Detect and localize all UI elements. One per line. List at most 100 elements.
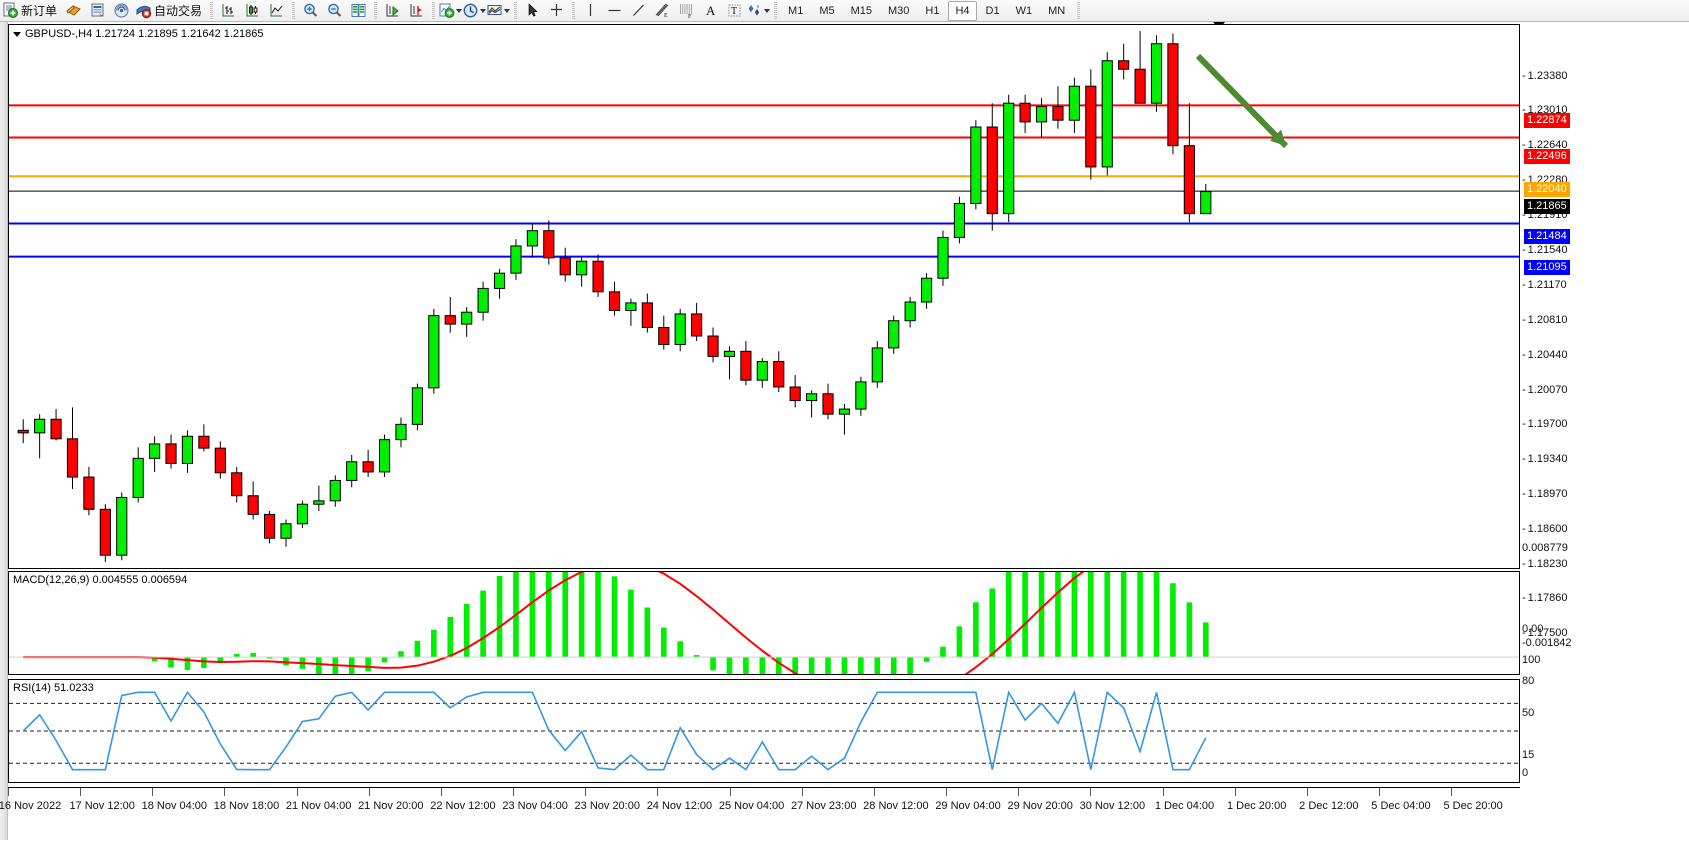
fibonacci-button[interactable]: F bbox=[674, 1, 698, 21]
rsi-tick: 15 bbox=[1522, 749, 1535, 761]
macd-top-label: 0.008779 bbox=[1522, 542, 1568, 554]
period-button[interactable] bbox=[462, 1, 487, 21]
main-toolbar: 新订单 自动交易 bbox=[0, 0, 1689, 22]
time-separator bbox=[873, 788, 875, 796]
horizontal-line-button[interactable] bbox=[602, 1, 626, 21]
timeframe-m1[interactable]: M1 bbox=[788, 4, 804, 17]
crosshair-button[interactable] bbox=[544, 1, 568, 21]
price-tick: -1.17500 bbox=[1522, 627, 1568, 639]
price-level-support-1[interactable]: 1.21484 bbox=[1524, 229, 1570, 244]
auto-scroll-button[interactable] bbox=[380, 1, 404, 21]
time-tick: 16 Nov 2022 bbox=[0, 800, 62, 812]
price-tick: -1.18970 bbox=[1522, 488, 1568, 500]
price-level-resistance-1[interactable]: 1.22874 bbox=[1524, 113, 1570, 128]
line-chart-button[interactable] bbox=[264, 1, 288, 21]
time-tick: 21 Nov 20:00 bbox=[358, 800, 424, 812]
chevron-down-icon[interactable] bbox=[480, 8, 487, 13]
chart-scrollbar[interactable] bbox=[0, 22, 8, 840]
price-tick: -1.22640 bbox=[1522, 139, 1568, 151]
autotrading-button[interactable]: 自动交易 bbox=[133, 1, 206, 21]
timeframe-group: M1 M5 M15 M30 H1 H4 D1 W1 MN bbox=[780, 0, 1073, 21]
text-button[interactable]: A bbox=[698, 1, 722, 21]
add-indicator-button[interactable] bbox=[438, 1, 463, 21]
rsi-label: RSI(14) 51.0233 bbox=[13, 682, 94, 694]
chevron-down-icon[interactable] bbox=[504, 8, 511, 13]
vertical-line-icon bbox=[589, 4, 591, 16]
vertical-line-button[interactable] bbox=[578, 1, 602, 21]
crosshair-icon bbox=[550, 4, 562, 16]
toolbar-separator-8 bbox=[1076, 1, 1081, 20]
time-separator bbox=[1306, 788, 1308, 796]
rsi-panel[interactable]: RSI(14) 51.0233 bbox=[8, 679, 1520, 783]
chevron-down-icon[interactable] bbox=[456, 8, 463, 13]
timeframe-m15[interactable]: M15 bbox=[850, 4, 872, 17]
price-level-pivot[interactable]: 1.22040 bbox=[1524, 182, 1570, 197]
time-tick: 21 Nov 04:00 bbox=[285, 800, 352, 812]
chart-window: GBPUSD-,H4 1.21724 1.21895 1.21642 1.218… bbox=[0, 22, 1689, 858]
timeframe-w1[interactable]: W1 bbox=[1015, 4, 1033, 17]
chart-menu-triangle-icon[interactable] bbox=[13, 31, 21, 37]
trendline-button[interactable] bbox=[626, 1, 650, 21]
price-level-resistance-2[interactable]: 1.22496 bbox=[1524, 149, 1570, 164]
rsi-tick: 80 bbox=[1522, 675, 1535, 687]
price-tick: -1.18600 bbox=[1522, 523, 1568, 535]
price-level-last-price[interactable]: 1.21865 bbox=[1524, 199, 1570, 214]
autotrading-icon bbox=[136, 5, 152, 19]
templates-button[interactable] bbox=[486, 1, 511, 21]
chevron-down-icon[interactable] bbox=[764, 8, 771, 13]
templates-icon bbox=[487, 5, 502, 15]
zoom-out-icon bbox=[327, 3, 341, 17]
time-tick: 22 Nov 12:00 bbox=[430, 800, 496, 812]
time-axis[interactable]: 16 Nov 2022 17 Nov 12:00 18 Nov 04:00 18 No… bbox=[0, 787, 1520, 823]
rsi-tick: 100 bbox=[1522, 654, 1541, 666]
time-separator bbox=[946, 788, 948, 796]
candlestick-chart-button[interactable] bbox=[240, 1, 264, 21]
time-separator bbox=[8, 788, 9, 796]
svg-text:A: A bbox=[706, 3, 716, 18]
zoom-in-button[interactable] bbox=[298, 1, 322, 21]
expert-advisors-button[interactable] bbox=[61, 1, 85, 21]
rsi-tick: 50 bbox=[1522, 707, 1535, 719]
new-order-button[interactable]: 新订单 bbox=[0, 1, 61, 21]
price-tick: -1.21540 bbox=[1522, 244, 1568, 256]
tile-windows-button[interactable] bbox=[346, 1, 370, 21]
timeframe-d1[interactable]: D1 bbox=[985, 4, 1000, 17]
timeframe-mn[interactable]: MN bbox=[1048, 4, 1066, 17]
time-separator bbox=[224, 788, 226, 796]
time-separator bbox=[657, 788, 659, 796]
toolbar-separator bbox=[209, 1, 214, 20]
zoom-in-icon bbox=[303, 3, 317, 17]
price-chart-panel[interactable]: GBPUSD-,H4 1.21724 1.21895 1.21642 1.218… bbox=[8, 24, 1520, 569]
time-separator bbox=[1162, 788, 1164, 796]
shapes-button[interactable] bbox=[746, 1, 771, 21]
cursor-button[interactable] bbox=[520, 1, 544, 21]
time-separator bbox=[368, 788, 370, 796]
price-axis[interactable]: -1.23380 -1.23010 -1.22640 -1.22280 -1.21910… bbox=[1522, 24, 1689, 783]
zoom-out-button[interactable] bbox=[322, 1, 346, 21]
price-level-support-2[interactable]: 1.21095 bbox=[1524, 260, 1570, 275]
terminal-button[interactable] bbox=[85, 1, 109, 21]
signals-button[interactable] bbox=[109, 1, 133, 21]
time-tick: 18 Nov 04:00 bbox=[141, 800, 208, 812]
equidistant-channel-button[interactable]: E bbox=[650, 1, 674, 21]
text-icon: A bbox=[706, 3, 716, 18]
time-separator bbox=[729, 788, 731, 796]
timeframe-h4[interactable]: H4 bbox=[948, 0, 977, 21]
bar-chart-icon bbox=[222, 4, 234, 17]
signals-icon bbox=[114, 3, 129, 18]
svg-text:E: E bbox=[664, 13, 668, 19]
price-tick: -1.20440 bbox=[1522, 349, 1568, 361]
price-tick: -1.19700 bbox=[1522, 418, 1568, 430]
macd-panel[interactable]: MACD(12,26,9) 0.004555 0.006594 bbox=[8, 571, 1520, 675]
time-separator bbox=[80, 788, 82, 796]
timeframe-m5[interactable]: M5 bbox=[819, 4, 835, 17]
bar-chart-button[interactable] bbox=[216, 1, 240, 21]
time-separator bbox=[296, 788, 298, 796]
toolbar-separator-7 bbox=[773, 1, 778, 20]
fibonacci-icon: F bbox=[679, 4, 692, 19]
rsi-plot bbox=[9, 690, 1519, 771]
chart-shift-button[interactable] bbox=[404, 1, 428, 21]
timeframe-h1[interactable]: H1 bbox=[925, 4, 940, 17]
label-button[interactable]: T bbox=[722, 1, 746, 21]
timeframe-m30[interactable]: M30 bbox=[888, 4, 910, 17]
